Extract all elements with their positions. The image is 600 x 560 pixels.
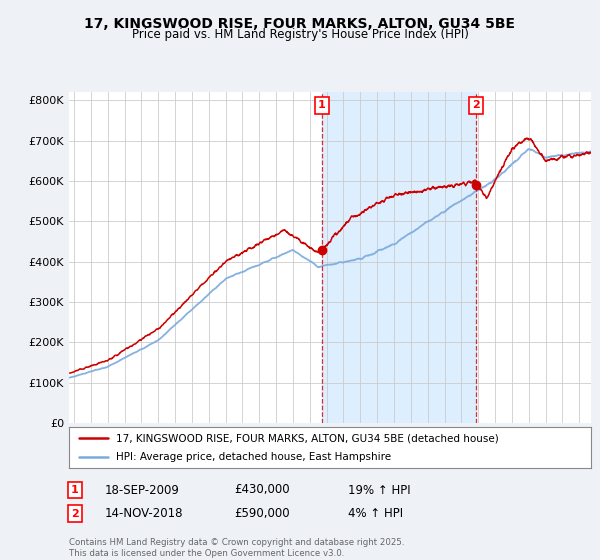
Text: 18-SEP-2009: 18-SEP-2009 [105, 483, 180, 497]
Bar [322, 92, 476, 423]
Text: HPI: Average price, detached house, East Hampshire: HPI: Average price, detached house, East… [116, 452, 391, 461]
Text: £430,000: £430,000 [234, 483, 290, 497]
Text: 19% ↑ HPI: 19% ↑ HPI [348, 483, 410, 497]
Text: 1: 1 [318, 100, 326, 110]
Text: 17, KINGSWOOD RISE, FOUR MARKS, ALTON, GU34 5BE: 17, KINGSWOOD RISE, FOUR MARKS, ALTON, G… [85, 17, 515, 31]
Text: 2: 2 [472, 100, 480, 110]
Text: 1: 1 [71, 485, 79, 495]
Text: Price paid vs. HM Land Registry's House Price Index (HPI): Price paid vs. HM Land Registry's House … [131, 28, 469, 41]
Text: 2: 2 [71, 508, 79, 519]
Text: 4% ↑ HPI: 4% ↑ HPI [348, 507, 403, 520]
Text: Contains HM Land Registry data © Crown copyright and database right 2025.
This d: Contains HM Land Registry data © Crown c… [69, 538, 404, 558]
Text: 14-NOV-2018: 14-NOV-2018 [105, 507, 184, 520]
Text: 17, KINGSWOOD RISE, FOUR MARKS, ALTON, GU34 5BE (detached house): 17, KINGSWOOD RISE, FOUR MARKS, ALTON, G… [116, 433, 499, 443]
Text: £590,000: £590,000 [234, 507, 290, 520]
